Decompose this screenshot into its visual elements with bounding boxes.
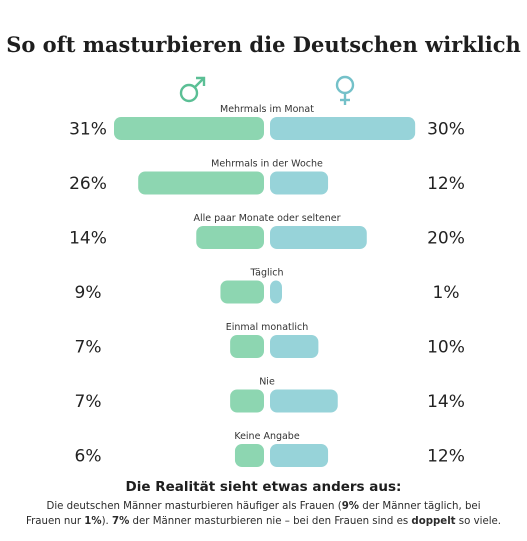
value-label-male: 6% bbox=[75, 447, 102, 467]
bar-female bbox=[270, 335, 319, 358]
value-label-male: 9% bbox=[75, 283, 102, 303]
bar-female bbox=[270, 444, 329, 467]
value-label-male: 14% bbox=[69, 229, 107, 249]
bar-female bbox=[270, 171, 329, 195]
category-label: Einmal monatlich bbox=[226, 322, 309, 333]
bar-female bbox=[270, 280, 282, 304]
value-label-female: 1% bbox=[433, 283, 460, 303]
value-label-male: 7% bbox=[75, 392, 102, 412]
category-label: Alle paar Monate oder seltener bbox=[193, 213, 340, 224]
conclusion-text: Die deutschen Männer masturbieren häufig… bbox=[25, 501, 502, 527]
category-label: Mehrmals in der Woche bbox=[211, 159, 323, 170]
female-symbol-icon bbox=[330, 74, 360, 112]
male-symbol-icon bbox=[178, 74, 208, 108]
bar-male bbox=[220, 280, 264, 304]
chart-title: So oft masturbieren die Deutschen wirkli… bbox=[6, 32, 521, 57]
value-label-male: 26% bbox=[69, 174, 107, 194]
value-label-female: 14% bbox=[427, 392, 465, 412]
bar-male bbox=[114, 117, 264, 140]
bar-male bbox=[234, 444, 264, 467]
bar-female bbox=[270, 389, 338, 413]
value-label-male: 31% bbox=[69, 120, 107, 140]
bar-female bbox=[270, 117, 416, 140]
category-label: Nie bbox=[259, 377, 275, 388]
conclusion-heading: Die Realität sieht etwas anders aus: bbox=[125, 479, 402, 495]
category-label: Keine Angabe bbox=[234, 431, 300, 442]
bar-male bbox=[230, 335, 264, 358]
bar-male bbox=[196, 226, 264, 249]
value-label-female: 12% bbox=[427, 174, 465, 194]
bar-male bbox=[230, 389, 264, 413]
value-label-female: 12% bbox=[427, 447, 465, 467]
category-label: Täglich bbox=[249, 268, 283, 279]
value-label-female: 20% bbox=[427, 229, 465, 249]
bar-female bbox=[270, 226, 367, 249]
bar-male bbox=[138, 171, 264, 195]
value-label-female: 10% bbox=[427, 338, 465, 358]
category-label: Mehrmals im Monat bbox=[220, 104, 314, 115]
value-label-female: 30% bbox=[427, 120, 465, 140]
value-label-male: 7% bbox=[75, 338, 102, 358]
